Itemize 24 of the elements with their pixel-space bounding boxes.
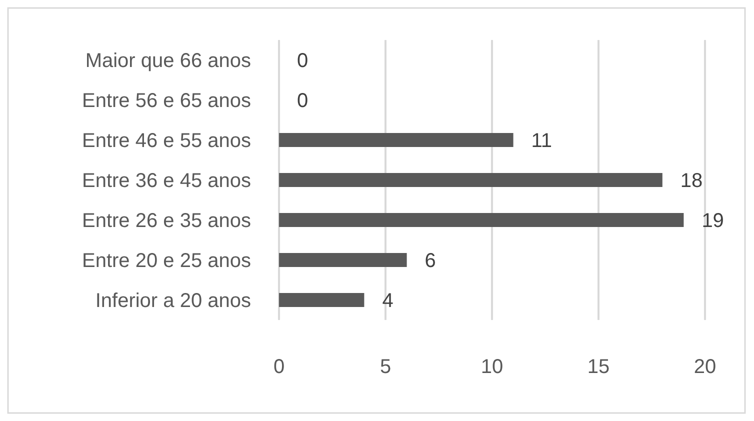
bar — [279, 293, 364, 307]
y-tick-label: Maior que 66 anos — [85, 50, 251, 72]
y-tick-label: Entre 46 e 55 anos — [82, 130, 251, 152]
x-tick-label: 5 — [380, 356, 392, 378]
bar — [279, 173, 662, 187]
bar — [279, 133, 514, 147]
data-label: 4 — [382, 290, 394, 312]
data-label: 0 — [297, 90, 308, 112]
bar — [279, 253, 407, 267]
data-label: 0 — [297, 50, 308, 72]
y-tick-label: Entre 56 e 65 anos — [82, 90, 251, 112]
y-tick-label: Inferior a 20 anos — [95, 290, 251, 312]
y-tick-label: Entre 36 e 45 anos — [82, 170, 251, 192]
data-label: 11 — [531, 130, 552, 152]
y-tick-label: Entre 26 e 35 anos — [82, 210, 251, 232]
x-tick-label: 0 — [273, 356, 285, 378]
x-tick-label: 15 — [587, 356, 610, 378]
bar — [279, 213, 684, 227]
x-tick-label: 20 — [694, 356, 716, 378]
data-label: 18 — [680, 170, 703, 192]
x-tick-label: 10 — [480, 356, 504, 378]
data-label: 6 — [424, 250, 436, 272]
data-label: 19 — [702, 210, 724, 232]
y-tick-label: Entre 20 e 25 anos — [82, 250, 251, 272]
